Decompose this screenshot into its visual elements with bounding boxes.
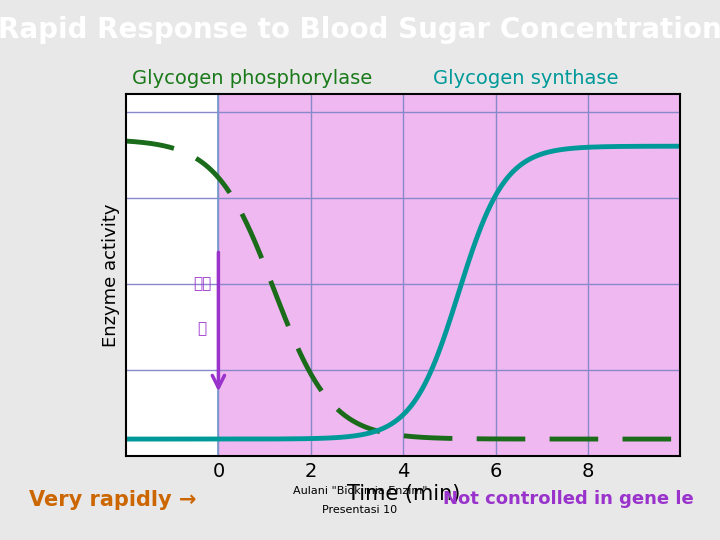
Text: Aulani "Biokimia Enzim": Aulani "Biokimia Enzim": [293, 487, 427, 496]
Bar: [218, 94, 680, 456]
Text: Glycogen phosphorylase: Glycogen phosphorylase: [132, 69, 372, 88]
Y-axis label: Enzyme activity: Enzyme activity: [102, 204, 120, 347]
Text: 葬葬: 葬葬: [193, 276, 212, 292]
Text: Very rapidly →: Very rapidly →: [29, 489, 196, 510]
X-axis label: Time (min): Time (min): [346, 484, 460, 504]
Text: Presentasi 10: Presentasi 10: [323, 505, 397, 515]
Text: Rapid Response to Blood Sugar Concentration: Rapid Response to Blood Sugar Concentrat…: [0, 16, 720, 44]
Text: Glycogen synthase: Glycogen synthase: [433, 69, 618, 88]
Text: 糖: 糖: [198, 321, 207, 336]
Text: Not controlled in gene le: Not controlled in gene le: [443, 490, 693, 509]
